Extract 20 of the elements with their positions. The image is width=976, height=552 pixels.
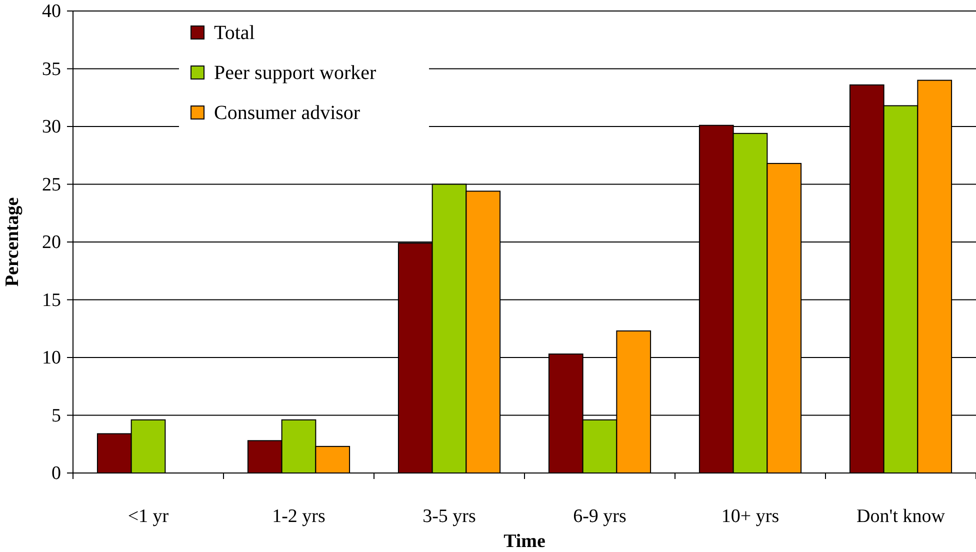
y-tick-label: 20 — [42, 232, 61, 253]
x-tick-label: 3-5 yrs — [422, 506, 476, 527]
x-tick-label: 6-9 yrs — [573, 506, 626, 527]
x-tick-label: 1-2 yrs — [272, 506, 326, 527]
y-tick-label: 30 — [42, 116, 61, 138]
y-tick-label: 40 — [42, 1, 61, 22]
y-tick-label: 10 — [42, 348, 61, 368]
legend-label: Peer support worker — [214, 62, 377, 84]
y-axis-title: Percentage — [2, 197, 23, 287]
y-tick-label: 15 — [42, 290, 61, 311]
legend-label: Total — [214, 22, 256, 44]
x-tick-label: <1 yr — [128, 506, 170, 527]
y-tick-label: 35 — [42, 58, 61, 80]
x-tick-label: Don't know — [856, 506, 946, 527]
x-tick-label: 10+ yrs — [721, 506, 780, 527]
y-tick-label: 25 — [42, 174, 61, 196]
legend-label: Consumer advisor — [214, 102, 360, 124]
y-tick-label: 0 — [52, 463, 61, 484]
y-tick-label: 5 — [52, 405, 61, 426]
x-axis-title: Time — [504, 531, 546, 552]
